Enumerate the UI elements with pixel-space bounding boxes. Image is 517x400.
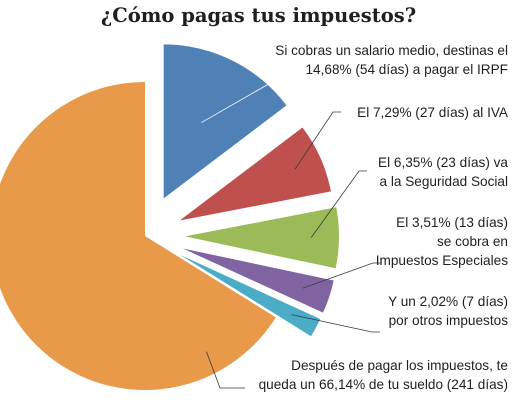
label-line: El 7,29% (27 días) al IVA xyxy=(357,105,508,120)
label-line: Impuestos Especiales xyxy=(375,253,508,268)
label-line: queda un 66,14% de tu sueldo (241 días) xyxy=(258,377,508,392)
slice-iva xyxy=(179,127,331,221)
label-line: Después de pagar los impuestos, te xyxy=(291,358,508,373)
chart-title: ¿Cómo pagas tus impuestos? xyxy=(100,4,417,27)
leader-line-sueldo-restante xyxy=(206,351,245,389)
label-line: Y un 2,02% (7 días) xyxy=(388,294,508,309)
slice-impuestos-especiales xyxy=(182,248,334,313)
label-sueldo-restante: Después de pagar los impuestos, te queda … xyxy=(259,356,508,394)
label-line: por otros impuestos xyxy=(388,313,508,328)
leader-line-impuestos-especiales xyxy=(302,262,381,289)
label-irpf: Si cobras un salario medio, destinas el 1… xyxy=(275,41,508,79)
label-otros-impuestos: Y un 2,02% (7 días) por otros impuestos xyxy=(388,292,508,330)
label-line: 14,68% (54 días) a pagar el IRPF xyxy=(305,62,508,77)
label-line: El 6,35% (23 días) va xyxy=(378,155,508,170)
label-line: El 3,51% (13 días) xyxy=(396,215,508,230)
leader-line-irpf xyxy=(201,73,294,123)
slice-otros-impuestos xyxy=(180,254,321,337)
label-impuestos-especiales: El 3,51% (13 días) se cobra en Impuestos E… xyxy=(376,213,508,270)
leader-line-seguridad-social xyxy=(310,170,367,238)
slice-seguridad-social xyxy=(184,207,339,269)
label-line: a la Seguridad Social xyxy=(379,174,508,189)
label-line: Si cobras un salario medio, destinas el xyxy=(275,43,508,58)
slice-irpf xyxy=(163,44,287,199)
label-seguridad-social: El 6,35% (23 días) va a la Seguridad Soci… xyxy=(378,153,508,191)
leader-line-iva xyxy=(294,111,341,170)
label-iva: El 7,29% (27 días) al IVA xyxy=(357,103,508,122)
label-line: se cobra en xyxy=(436,234,508,249)
leader-line-otros-impuestos xyxy=(291,314,380,333)
slice-sueldo-restante xyxy=(0,82,276,390)
